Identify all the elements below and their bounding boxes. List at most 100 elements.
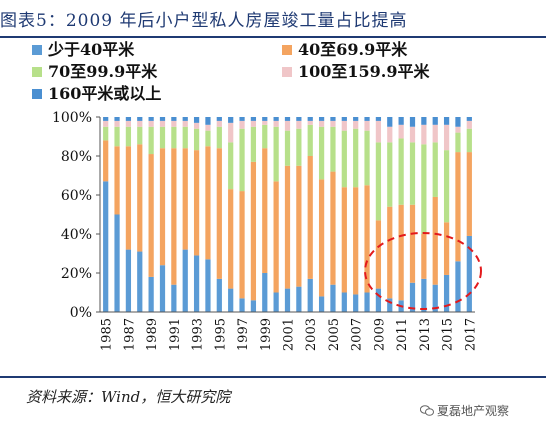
bar-segment [455,126,461,133]
bar-segment [296,128,302,166]
bar-segment [318,117,325,121]
bar-segment [114,126,120,147]
x-tick-label: 1985 [100,318,115,351]
bar-segment [387,142,393,207]
bar-segment [228,189,234,289]
bar-segment [171,120,177,127]
x-axis: 1985 1987 1989 1991 1993 1995 1997 1999 2001 2003… [100,311,478,351]
bar-segment [432,117,438,125]
bar-segment [307,120,313,125]
bar-segment [239,298,245,312]
bar-segment [353,117,359,121]
bar-segment [216,120,222,127]
x-tick-label: 1997 [236,318,251,351]
bar-segment [398,138,404,205]
bar-segment [330,126,336,172]
bar-segment [273,181,279,293]
x-tick-label: 1991 [168,318,183,351]
bar-segment [307,117,313,121]
bar-segment [341,187,347,293]
bar-segment [216,278,222,312]
bar-segment [103,117,109,121]
bar-segment [296,286,302,312]
x-tick-label: 2001 [282,318,297,351]
bar-segment [284,165,291,289]
bar-segment [466,120,472,129]
bar-segment [239,120,245,129]
bar-segment [114,146,120,215]
bar-segment [137,117,143,121]
bar-segment [409,142,416,205]
bar-segment [341,117,347,121]
bar-segment [205,259,211,312]
legend: 少于40平米 40至69.9平米 70至99.9平米 100至159.9平米 160平米… [32,40,431,103]
bar-segment [364,185,370,293]
bar-segment [318,179,325,297]
x-tick-label: 2013 [418,318,433,351]
bar-segment [182,148,188,250]
bar-segment [318,126,325,180]
legend-label: 40至69.9平米 [298,40,408,59]
y-tick-label: 80% [61,149,92,165]
bar-segment [387,117,393,127]
bar-segment [364,120,370,131]
bar-segment [375,120,382,143]
bar-segment [409,117,416,127]
bar-segment [171,284,177,312]
bar-segment [171,126,177,149]
x-tick-label: 1993 [191,318,206,351]
bar-segment [262,117,268,121]
bar-segment [296,165,302,287]
stacked-bar-chart: 少于40平米 40至69.9平米 70至99.9平米 100至159.9平米 160平米… [32,40,482,351]
bar-segment [296,120,302,129]
bar-segment [216,126,222,149]
wechat-icon [420,405,434,416]
bar-segment [193,117,200,123]
x-tick-label: 2005 [327,318,342,351]
bar-segment [239,128,245,192]
legend-label: 少于40平米 [47,40,135,59]
bar-segment [364,117,370,121]
bar-segment [137,251,143,312]
legend-swatch [32,89,42,99]
x-tick-label: 2009 [372,318,387,351]
bar-segment [239,117,245,121]
annotations [364,232,482,310]
bar-segment [330,284,336,312]
bar-segment [159,120,166,127]
bottom-divider [0,376,546,378]
bar-segment [262,273,268,312]
highlight-ellipse [364,232,482,310]
bar-segment [387,298,393,312]
bar-segment [409,126,416,143]
bar-segment [159,148,166,266]
bar-segment [205,124,211,131]
x-tick-label: 2015 [441,318,456,351]
bar-segment [375,142,382,221]
bar-segment [273,117,279,121]
bar-segment [341,130,347,188]
bar-segment [284,288,291,312]
bar-segment [205,117,211,125]
bar-segment [330,171,336,285]
bar-segment [421,117,427,125]
legend-label: 160平米或以上 [48,84,161,103]
legend-swatch [32,45,42,55]
x-tick-label: 1995 [213,318,228,351]
bar-segment [432,124,438,143]
bar-segment [250,300,257,312]
bar-segment [250,117,257,121]
x-tick-label: 2007 [350,318,365,351]
bar-segment [455,152,461,262]
bar-segment [284,120,291,131]
bar-segment [171,148,177,285]
bar-segment [318,296,325,312]
figure-title: 图表5：2009 年后小户型私人房屋竣工量占比提高 [0,11,408,31]
bar-segment [318,120,325,127]
bar-segment [114,117,120,121]
bar-segment [159,117,166,121]
bar-segment [443,117,450,125]
bar-segment [455,117,461,127]
bar-segment [307,156,313,279]
bar-segment [398,117,404,125]
